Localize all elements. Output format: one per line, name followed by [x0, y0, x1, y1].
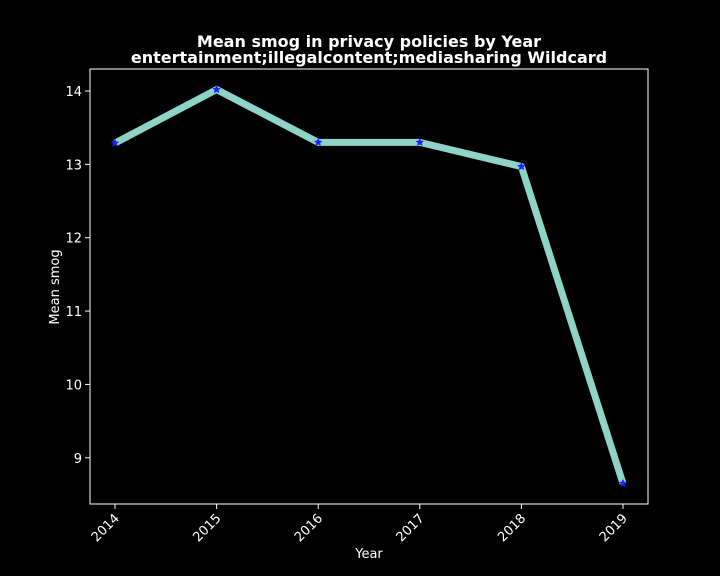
y-tick-label: 12: [65, 232, 82, 247]
y-tick-label: 11: [65, 305, 82, 320]
y-tick-label: 9: [74, 452, 82, 467]
plot-area: [89, 68, 649, 505]
data-point-marker: [110, 138, 120, 147]
data-point-marker: [212, 84, 222, 94]
y-axis: 9 10 11 12 13 14: [65, 85, 90, 467]
data-point-marker: [618, 478, 628, 488]
chart-subtitle: entertainment;illegalcontent;mediasharin…: [131, 48, 607, 67]
x-axis-label: Year: [354, 547, 383, 562]
series-line: [113, 86, 627, 485]
chart-title: Mean smog in privacy policies by Year: [197, 32, 541, 51]
data-point-marker: [313, 137, 323, 147]
y-tick-label: 14: [65, 85, 82, 100]
data-point-marker: [516, 161, 526, 171]
series-line-group: [110, 84, 628, 488]
y-tick-label: 13: [65, 158, 82, 173]
y-axis-label: Mean smog: [48, 249, 63, 324]
data-point-marker: [415, 137, 425, 147]
y-tick-label: 10: [65, 378, 82, 393]
